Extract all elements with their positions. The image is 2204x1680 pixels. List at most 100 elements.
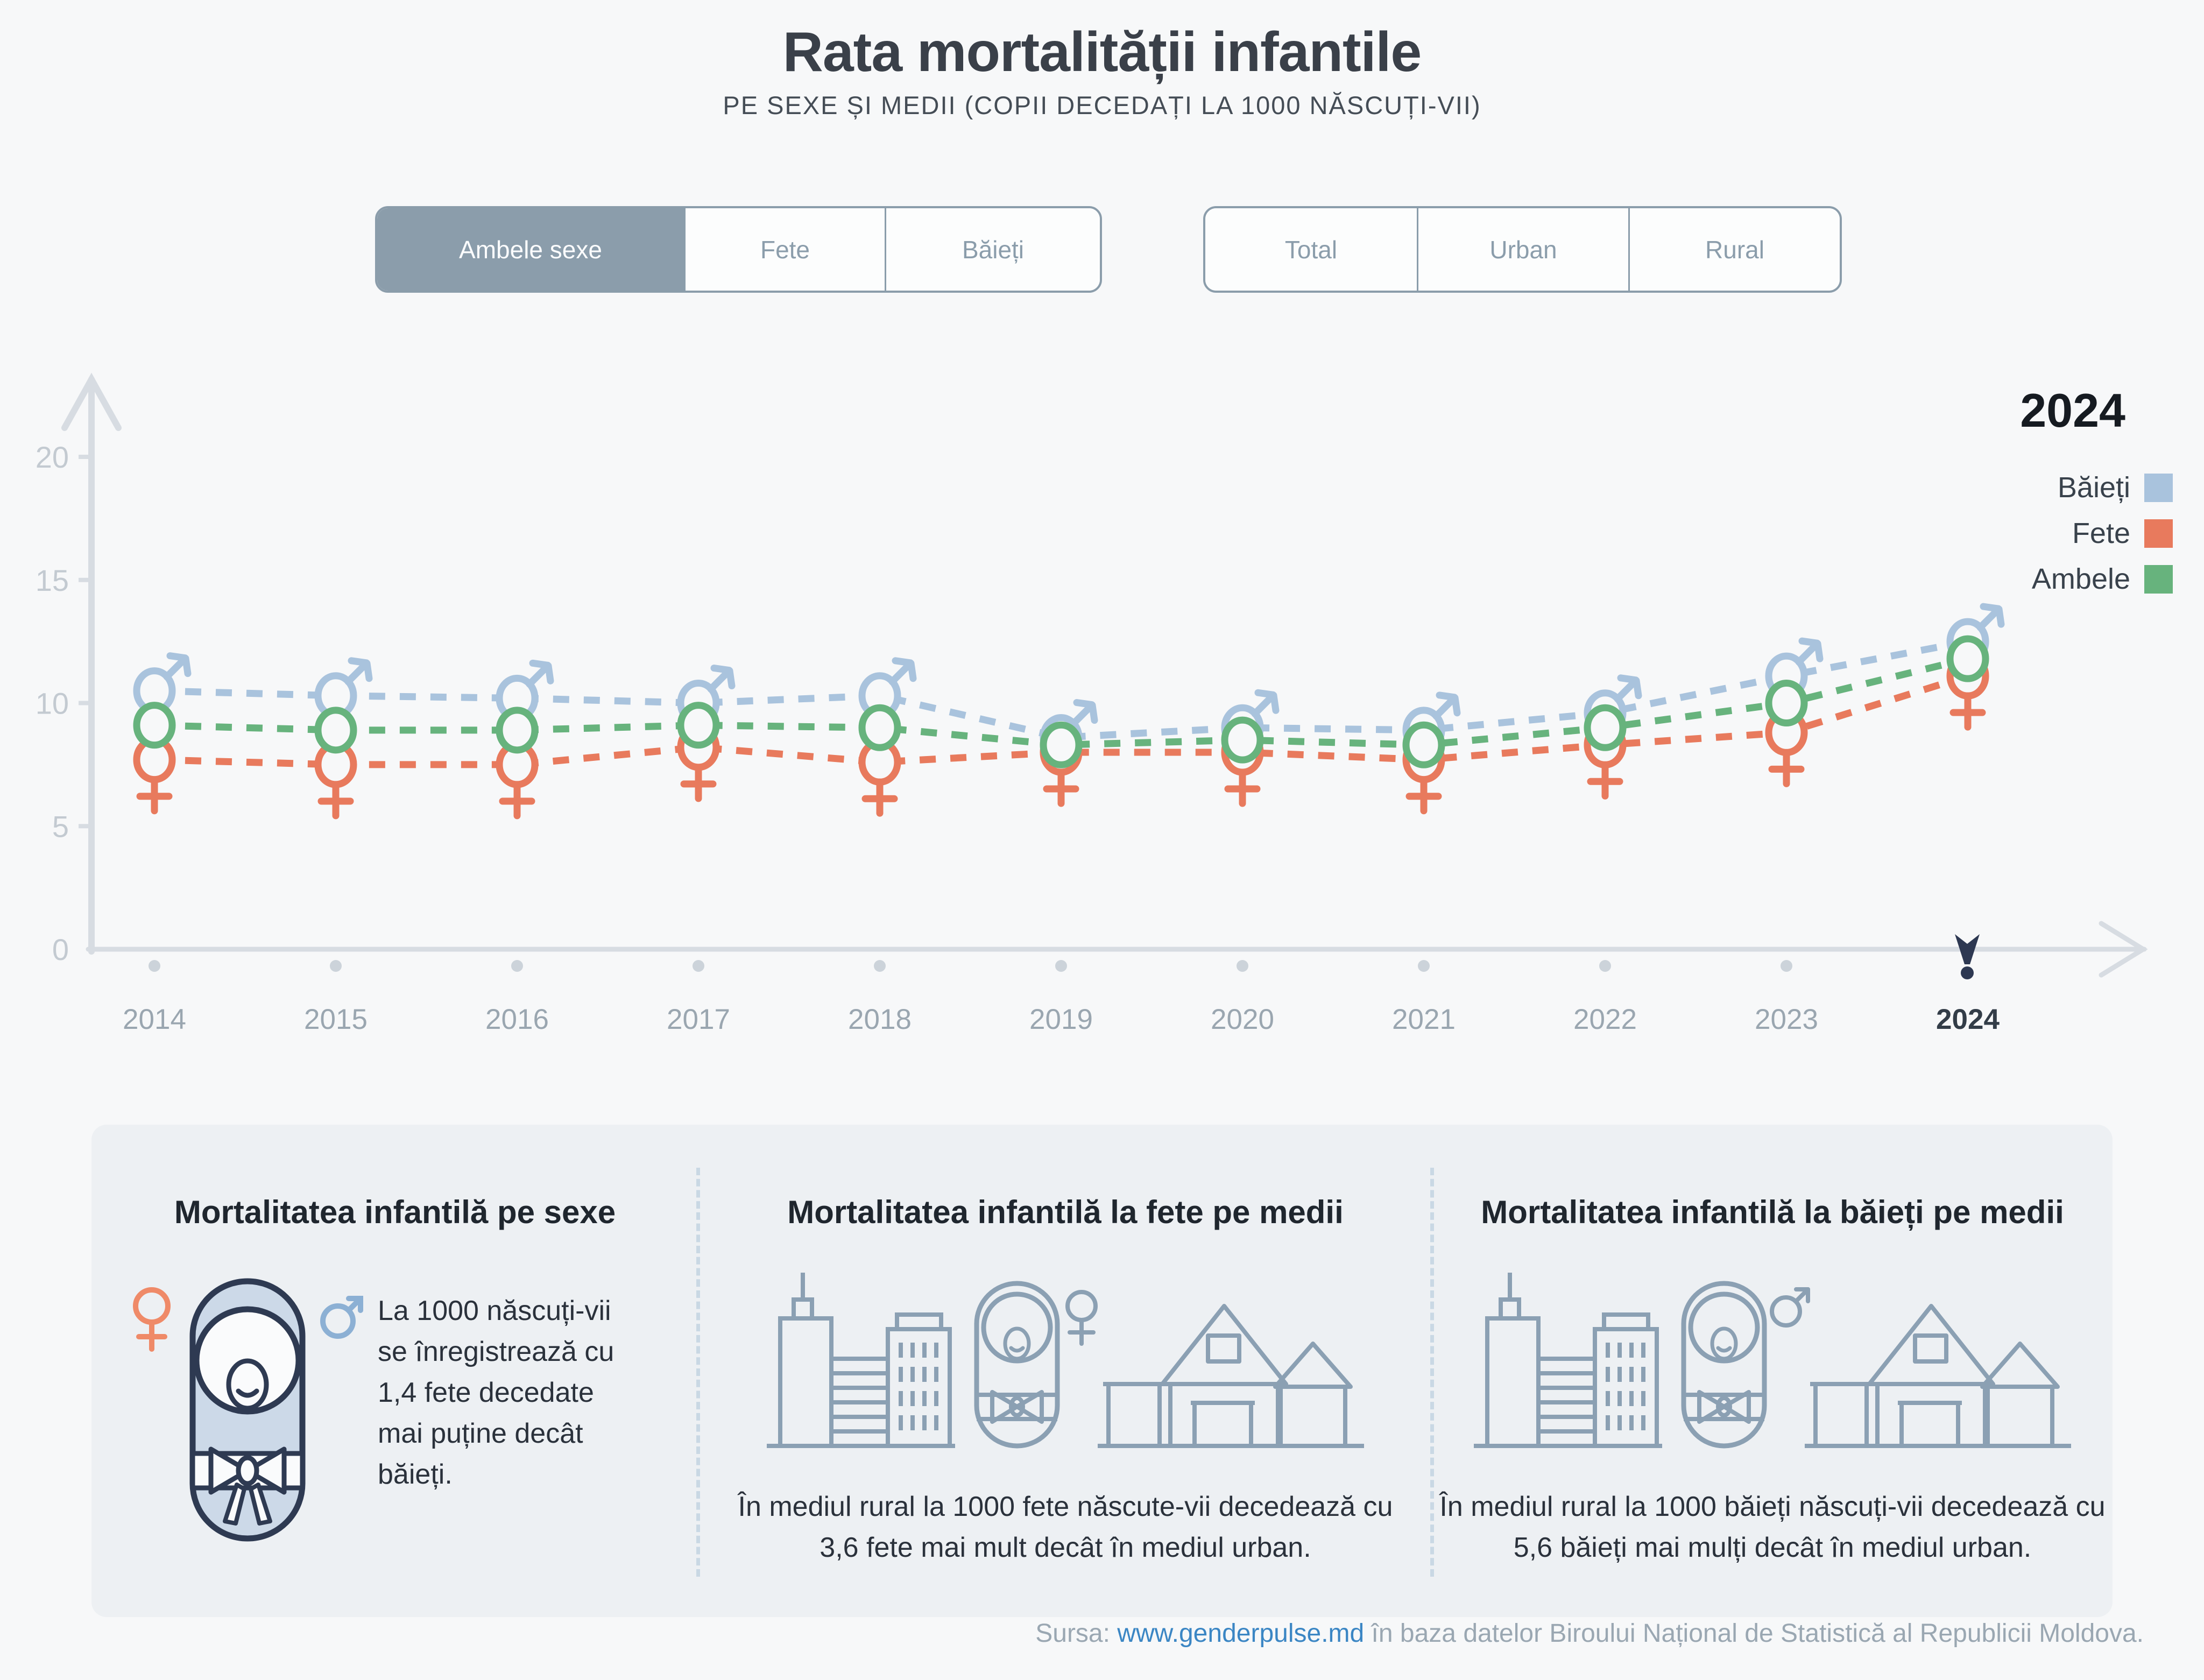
source-line: Sursa: www.genderpulse.md în baza datelo… [1035, 1619, 2144, 1648]
legend-label: Fete [2072, 517, 2130, 549]
x-axis-years: 2014 2015 2016 2017 2018 2019 2020 2021 2022 2023… [123, 934, 2000, 1035]
swaddled-baby-icon [189, 1278, 306, 1542]
y-tick-label: 10 [36, 687, 69, 721]
marker-baieti-2018 [858, 657, 917, 719]
y-axis-ticks: 0 5 10 15 20 [36, 440, 89, 966]
legend-item-baieti: Băieți [2032, 471, 2173, 504]
male-symbol-icon [320, 1296, 363, 1339]
year-dot [1781, 960, 1792, 972]
year-dot [149, 960, 160, 972]
marker-ambele-2015 [314, 707, 357, 754]
year-label-2024: 2024 [1936, 1004, 2000, 1035]
marker-ambele-2023 [1765, 680, 1808, 726]
marker-ambele-2021 [1402, 721, 1445, 768]
page-title: Rata mortalității infantile [782, 21, 1422, 83]
year-dot [1237, 960, 1248, 972]
year-dot [874, 960, 886, 972]
female-symbol-icon [133, 1287, 171, 1352]
year-label-2018: 2018 [848, 1004, 912, 1035]
cards-panel [91, 1125, 2113, 1617]
legend-swatch [2144, 473, 2173, 502]
marker-ambele-2014 [133, 702, 176, 749]
marker-baieti-2014 [133, 652, 192, 715]
year-label-2015: 2015 [304, 1004, 368, 1035]
marker-ambele-2018 [858, 704, 901, 751]
city-buildings-icon [767, 1273, 955, 1448]
marker-ambele-2019 [1040, 721, 1083, 768]
series-line-baieti [154, 638, 1969, 742]
filter-button-fete[interactable]: Fete [684, 208, 885, 291]
y-tick-label: 15 [36, 563, 69, 597]
card-title-sexe: Mortalitatea infantilă pe sexe [174, 1194, 616, 1230]
card-divider [696, 1168, 700, 1577]
filter-button-total[interactable]: Total [1205, 208, 1417, 291]
legend-swatch [2144, 564, 2173, 594]
baieti-medii-icons [1474, 1273, 2071, 1449]
source-suffix: în baza datelor Biroului Național de Sta… [1364, 1619, 2144, 1648]
year-label-2022: 2022 [1573, 1004, 1637, 1035]
year-dot [1055, 960, 1067, 972]
filter-button-urban[interactable]: Urban [1417, 208, 1628, 291]
year-dot [511, 960, 523, 972]
marker-baieti-2015 [314, 657, 373, 719]
rural-houses-icon [1805, 1304, 2071, 1448]
area-filter-group: Total Urban Rural [1203, 206, 1842, 293]
series-markers-ambele [133, 635, 1989, 768]
mortality-line-chart: 0 5 10 15 20 2014 2015 2016 2017 2018 2019 2020 2021… [36, 372, 2148, 1035]
card-title-fete-medii: Mortalitatea infantilă la fete pe medii [787, 1194, 1344, 1230]
year-dot [330, 960, 342, 972]
year-dot [693, 960, 704, 972]
marker-fete-2014 [133, 736, 176, 815]
legend-rows: Băieți Fete Ambele [2032, 458, 2173, 596]
card-text-baieti-medii: În mediul rural la 1000 băieți născuți-v… [1439, 1491, 2106, 1563]
marker-ambele-2024 [1946, 635, 1989, 682]
year-label-2019: 2019 [1029, 1004, 1093, 1035]
marker-fete-2016 [496, 741, 539, 820]
series-line-ambele [154, 655, 1969, 749]
year-label-2016: 2016 [485, 1004, 549, 1035]
source-link[interactable]: www.genderpulse.md [1117, 1619, 1365, 1648]
marker-fete-2023 [1765, 709, 1808, 787]
female-symbol-icon [1065, 1290, 1098, 1346]
y-tick-label: 20 [36, 440, 69, 474]
series-line-fete [154, 672, 1969, 768]
page-subtitle: PE SEXE ȘI MEDII (COPII DECEDAȚI LA 1000… [723, 91, 1481, 119]
legend-item-fete: Fete [2032, 517, 2173, 550]
card-divider [1430, 1168, 1434, 1577]
year-label-2023: 2023 [1755, 1004, 1818, 1035]
marker-ambele-2016 [496, 707, 539, 754]
legend-label: Ambele [2031, 563, 2130, 595]
marker-ambele-2017 [677, 702, 720, 749]
year-label-2021: 2021 [1392, 1004, 1456, 1035]
card-title-baieti-medii: Mortalitatea infantilă la băieți pe medi… [1481, 1194, 2064, 1230]
y-tick-label: 5 [52, 809, 69, 843]
sex-filter-group: Ambele sexe Fete Băieți [375, 206, 1102, 293]
year-dot [1418, 960, 1430, 972]
marker-ambele-2022 [1584, 704, 1627, 751]
marker-fete-2015 [314, 741, 357, 820]
legend-label: Băieți [2057, 471, 2130, 504]
swaddled-baby-icon [974, 1281, 1060, 1449]
filter-button-baieti[interactable]: Băieți [885, 208, 1100, 291]
city-buildings-icon [1474, 1273, 1662, 1448]
marker-fete-2018 [858, 738, 901, 817]
source-prefix: Sursa: [1035, 1619, 1118, 1648]
male-symbol-icon [1770, 1287, 1810, 1328]
timeline-cursor-pin[interactable] [1955, 934, 1980, 964]
chart-axes [61, 372, 2148, 978]
legend-swatch [2144, 519, 2173, 548]
baby-sexes-icon [133, 1278, 363, 1542]
fete-medii-icons [767, 1273, 1364, 1449]
filter-button-ambele-sexe[interactable]: Ambele sexe [377, 208, 684, 291]
legend-item-ambele: Ambele [2032, 562, 2173, 596]
rural-houses-icon [1098, 1304, 1364, 1448]
filter-button-rural[interactable]: Rural [1628, 208, 1840, 291]
marker-ambele-2020 [1221, 716, 1264, 764]
year-dot [1599, 960, 1611, 972]
y-tick-label: 0 [52, 933, 69, 966]
year-label-2020: 2020 [1211, 1004, 1274, 1035]
legend-year: 2024 [2020, 384, 2125, 437]
swaddled-baby-icon [1681, 1281, 1767, 1449]
highlight-year-dot [1961, 966, 1974, 979]
